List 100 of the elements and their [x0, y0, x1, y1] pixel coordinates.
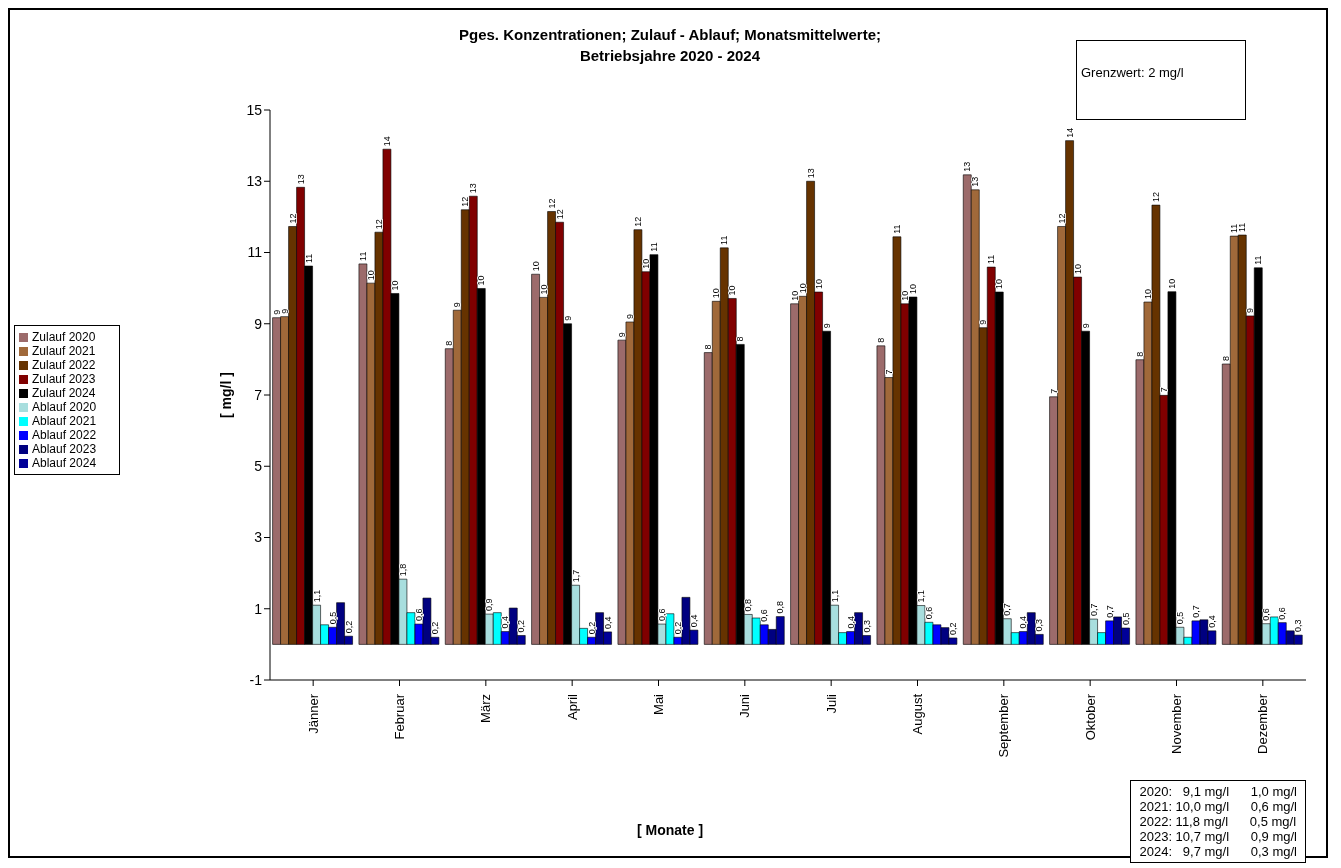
x-tick-label: Juli: [823, 693, 839, 714]
data-label: 0,4: [845, 616, 856, 629]
y-tick-label: 7: [254, 386, 263, 403]
data-label: 13: [805, 168, 816, 179]
data-label: 0,4: [500, 616, 511, 629]
data-label: 8: [703, 344, 714, 350]
legend-label: Zulauf 2021: [32, 344, 96, 358]
data-label: 9: [616, 332, 627, 338]
data-label: 10: [1072, 264, 1083, 275]
data-label: 12: [554, 209, 565, 220]
data-label: 0,8: [775, 601, 786, 614]
data-label: 0,2: [429, 621, 440, 635]
y-tick-label: 13: [246, 173, 263, 190]
data-label: 10: [365, 270, 376, 281]
data-label: 10: [538, 284, 549, 295]
legend-label: Ablauf 2023: [32, 442, 97, 456]
y-axis-title: [ mg/l ]: [217, 372, 234, 418]
data-label: 11: [648, 242, 659, 252]
y-tick-label: -1: [249, 671, 263, 688]
note-box: Grenzwert: 2 mg/l: [1076, 40, 1246, 120]
data-label: 0,2: [343, 620, 354, 634]
data-label: 0,2: [516, 619, 527, 633]
data-label: 0,3: [1293, 619, 1304, 633]
y-tick-label: 3: [254, 529, 263, 546]
legend-label: Zulauf 2024: [32, 386, 96, 400]
summary-box: 2020: 9,1 mg/l 1,0 mg/l 2021: 10,0 mg/l 0,6 mg/l 2022: 11,8 mg/l 0,5 mg/l 2023: 10,7 mg/l 0,9 mg/l 2024: 9,7 mg/l 0,3 mg/l: [1130, 780, 1306, 863]
data-label: 12: [546, 198, 557, 209]
x-tick-label: August: [910, 693, 925, 735]
data-label: 9: [978, 319, 989, 325]
data-label: 8: [1134, 351, 1145, 357]
data-label: 10: [711, 288, 722, 299]
legend-label: Ablauf 2024: [32, 456, 97, 470]
data-label: 8: [735, 336, 746, 342]
legend-label: Zulauf 2020: [32, 330, 96, 344]
chart-title: Pges. Konzentrationen; Zulauf - Ablauf; Monatsmittelwerte;: [458, 25, 882, 45]
data-label: 10: [1142, 289, 1153, 300]
data-label: 0,7: [1104, 605, 1115, 618]
x-tick-label: Dezember: [1255, 693, 1271, 754]
data-label: 7: [883, 369, 894, 375]
chart-subtitle: Betriebsjahre 2020 - 2024: [578, 46, 762, 66]
data-label: 0,3: [861, 619, 872, 633]
data-label: 0,6: [656, 608, 667, 622]
data-label: 10: [994, 279, 1005, 290]
y-tick-label: 11: [247, 244, 263, 261]
data-label: 10: [640, 258, 651, 269]
data-label: 1,1: [829, 589, 840, 603]
data-label: 12: [460, 196, 471, 207]
data-label: 0,6: [759, 609, 770, 622]
data-label: 0,5: [1120, 612, 1131, 625]
data-label: 0,6: [923, 606, 934, 620]
data-label: 9: [279, 308, 290, 314]
data-label: 13: [970, 176, 981, 187]
data-label: 12: [632, 216, 643, 227]
data-label: 9: [271, 309, 282, 315]
y-tick-label: 15: [246, 101, 263, 118]
data-label: 11: [1229, 223, 1240, 234]
data-label: 1,7: [570, 569, 581, 583]
data-label: 10: [389, 280, 400, 291]
data-label: 10: [476, 275, 487, 286]
legend-label: Ablauf 2020: [32, 400, 97, 414]
data-label: 8: [875, 337, 886, 343]
data-label: 12: [1056, 213, 1067, 224]
data-label: 9: [624, 313, 635, 319]
data-label: 8: [1221, 355, 1232, 362]
x-tick-label: Jänner: [305, 693, 321, 734]
data-label: 10: [789, 290, 800, 301]
x-tick-label: März: [478, 694, 494, 723]
data-label: 10: [813, 279, 824, 290]
data-label: 1,1: [915, 590, 926, 603]
legend-label: Ablauf 2022: [32, 428, 97, 442]
data-label: 10: [727, 285, 738, 296]
data-label: 0,7: [1190, 605, 1201, 618]
data-label: 9: [452, 302, 463, 308]
data-label: 11: [1237, 222, 1248, 233]
x-tick-label: Februar: [392, 693, 407, 740]
data-label: 9: [1245, 307, 1256, 313]
data-label: 9: [1080, 323, 1091, 329]
data-label: 11: [357, 251, 368, 261]
data-label: 1,1: [311, 589, 322, 603]
x-tick-label: April: [564, 693, 580, 721]
data-label: 0,4: [602, 616, 613, 629]
data-label: 11: [303, 253, 314, 264]
data-label: 10: [530, 261, 541, 272]
data-label: 0,8: [743, 598, 754, 612]
data-label: 11: [719, 235, 730, 245]
data-label: 11: [891, 224, 902, 234]
legend-label: Zulauf 2022: [32, 358, 96, 372]
data-label: 8: [444, 340, 455, 346]
data-label: 0,9: [484, 598, 495, 612]
data-label: 10: [797, 283, 808, 294]
x-tick-label: Mai: [651, 693, 666, 715]
data-label: 13: [295, 174, 306, 185]
x-tick-label: November: [1169, 693, 1184, 754]
data-label: 11: [1253, 255, 1264, 265]
data-label: 0,2: [672, 621, 683, 635]
data-label: 13: [468, 183, 479, 194]
data-label: 0,7: [1002, 603, 1013, 616]
data-label: 0,6: [1277, 607, 1288, 620]
data-label: 0,6: [413, 608, 424, 622]
data-label: 10: [907, 284, 918, 295]
